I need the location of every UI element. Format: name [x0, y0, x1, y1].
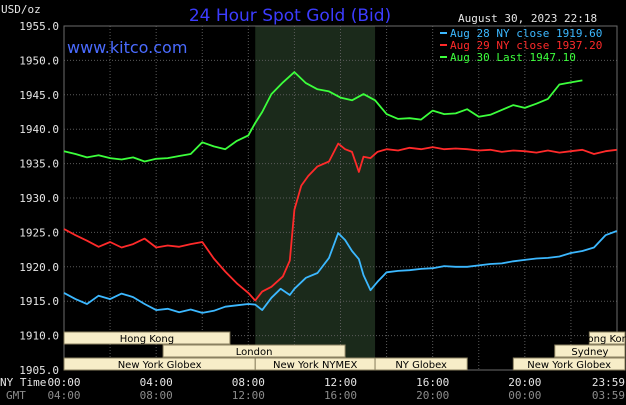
gridlines — [64, 25, 617, 371]
session-label: New York Globex — [527, 360, 611, 371]
x-tick-label-gmt: 20:00 — [416, 389, 449, 402]
x-tick-label-ny: 12:00 — [324, 376, 357, 389]
legend-entry: Aug 29 NY close 1937.20 — [450, 39, 602, 52]
session-label: New York Globex — [118, 360, 202, 371]
x-axis-label-ny: NY Time — [0, 376, 46, 389]
y-tick-label: 1905.0 — [19, 364, 59, 377]
session-label: NY Globex — [395, 360, 447, 371]
y-tick-label: 1910.0 — [19, 330, 59, 343]
chart-title: 24 Hour Spot Gold (Bid) — [189, 6, 391, 26]
y-tick-label: 1945.0 — [19, 89, 59, 102]
x-tick-label-ny: 00:00 — [47, 376, 80, 389]
x-tick-label-gmt: 16:00 — [324, 389, 357, 402]
x-tick-label-ny: 23:59 — [592, 376, 625, 389]
y-axis-label: USD/oz — [1, 3, 41, 16]
session-label: Sydney — [571, 347, 608, 358]
legend-entry: Aug 30 Last 1947.10 — [450, 51, 576, 64]
session-label: Hong Kong — [120, 334, 174, 345]
session-bar — [588, 331, 626, 345]
session-label: Hong Kong — [580, 334, 626, 345]
x-tick-label-gmt: 12:00 — [232, 389, 265, 402]
x-axis-label-gmt: GMT — [6, 389, 26, 402]
x-tick-label-gmt: 00:00 — [508, 389, 541, 402]
x-tick-label-ny: 16:00 — [416, 376, 449, 389]
series-line-3 — [63, 71, 583, 163]
y-tick-label: 1935.0 — [19, 158, 59, 171]
market-sessions: Hong Kong Hong Kong London Sydney New York G… — [63, 331, 626, 371]
series-line-2 — [63, 142, 617, 302]
session-label: New York NYMEX — [273, 360, 358, 371]
session-bar — [162, 344, 346, 358]
x-tick-label-gmt: 03:59 — [592, 389, 625, 402]
nymex-highlight-band — [255, 26, 376, 370]
session-bar — [374, 357, 468, 371]
series-line-1 — [63, 230, 618, 314]
y-tick-label: 1955.0 — [19, 20, 59, 33]
y-tick-label: 1920.0 — [19, 261, 59, 274]
y-tick-label: 1950.0 — [19, 54, 59, 67]
y-tick-label: 1940.0 — [19, 123, 59, 136]
watermark-url: www.kitco.com — [67, 38, 187, 57]
timestamp: August 30, 2023 22:18 — [458, 12, 597, 25]
y-tick-label: 1925.0 — [19, 226, 59, 239]
y-tick-labels: 1955.0 1950.0 1945.0 1940.0 1935.0 1930.0 1925… — [19, 20, 59, 377]
y-tick-label: 1915.0 — [19, 295, 59, 308]
x-tick-labels: NY TimeGMT00:0004:0004:0008:0008:0012:00… — [0, 376, 625, 402]
session-bar — [63, 331, 231, 345]
x-tick-label-ny: 08:00 — [232, 376, 265, 389]
x-tick-label-gmt: 08:00 — [140, 389, 173, 402]
x-tick-label-ny: 20:00 — [508, 376, 541, 389]
x-tick-label-ny: 04:00 — [140, 376, 173, 389]
legend-entry: Aug 28 NY close 1919.60 — [450, 27, 602, 40]
x-tick-label-gmt: 04:00 — [47, 389, 80, 402]
session-bar — [512, 357, 626, 371]
y-tick-label: 1930.0 — [19, 192, 59, 205]
session-bar — [554, 344, 626, 358]
session-label: London — [236, 347, 273, 358]
series-lines — [63, 71, 618, 314]
